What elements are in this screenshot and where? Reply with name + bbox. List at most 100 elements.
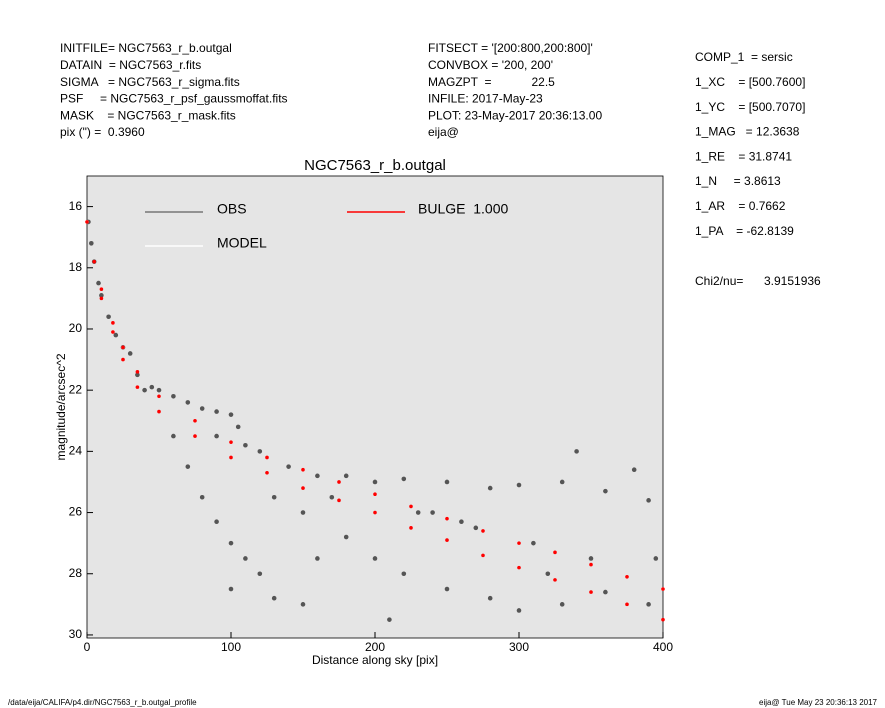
point (271, 494, 277, 500)
point (99, 293, 104, 298)
param-line: 1_AR = 0.7662 (695, 199, 786, 213)
point (315, 473, 320, 479)
point (409, 504, 413, 509)
point (214, 519, 219, 525)
x-axis-label: Distance along sky [pix] (312, 653, 438, 667)
point (99, 287, 104, 292)
point (445, 538, 449, 542)
point (89, 241, 94, 246)
chi-value: 3.9151936 (764, 274, 821, 288)
point (631, 467, 637, 473)
point (661, 587, 665, 591)
header-line: INFILE: 2017-May-23 (428, 92, 543, 106)
point (243, 442, 248, 448)
header-line: PLOT: 23-May-2017 20:36:13.00 (428, 108, 602, 122)
x-tick-label: 100 (221, 640, 241, 654)
point (286, 464, 291, 469)
point (481, 553, 485, 558)
header-line: DATAIN = NGC7563_r.fits (60, 58, 201, 72)
point (545, 571, 551, 577)
point (193, 434, 197, 438)
point (199, 406, 205, 411)
point (559, 479, 565, 485)
param-line: 1_PA = -62.8139 (695, 224, 794, 238)
header-line: FITSECT = '[200:800,200:800]' (428, 41, 593, 55)
legend-label: BULGE 1.000 (418, 201, 508, 217)
point (343, 534, 349, 540)
point (171, 393, 176, 399)
point (487, 595, 493, 601)
point (85, 220, 89, 224)
point (135, 370, 140, 374)
point (214, 409, 219, 414)
point (517, 541, 521, 545)
y-tick-label: 20 (69, 321, 83, 335)
point (373, 510, 377, 515)
point (111, 321, 115, 325)
point (271, 595, 277, 601)
param-line: 1_N = 3.8613 (695, 174, 781, 188)
point (625, 602, 629, 607)
y-tick-label: 24 (69, 444, 83, 458)
param-line: COMP_1 = sersic (695, 50, 793, 64)
chi-label: Chi2/nu= (695, 274, 743, 288)
point (574, 449, 579, 454)
point (373, 492, 377, 496)
point (481, 529, 485, 533)
point (265, 455, 269, 460)
point (372, 556, 378, 561)
y-tick-label: 18 (69, 260, 83, 274)
point (337, 480, 341, 484)
point (156, 387, 162, 393)
point (149, 384, 155, 390)
y-tick-label: 16 (69, 199, 83, 213)
footer-path: /data/eija/CALIFA/p4.dir/NGC7563_r_b.out… (8, 698, 197, 707)
point (142, 387, 147, 393)
x-tick-label: 400 (653, 640, 673, 654)
point (646, 602, 651, 607)
y-tick-label: 30 (69, 627, 83, 641)
header-line: INITFILE= NGC7563_r_b.outgal (60, 41, 232, 55)
point (517, 565, 521, 570)
point (473, 525, 479, 531)
point (228, 412, 234, 417)
point (625, 575, 629, 579)
point (372, 479, 378, 485)
point (387, 617, 392, 622)
header-line: PSF = NGC7563_r_psf_gaussmoffat.fits (60, 92, 288, 106)
header-line: CONVBOX = '200, 200' (428, 58, 553, 72)
param-line: 1_MAG = 12.3638 (695, 125, 800, 139)
x-tick-label: 0 (84, 640, 91, 654)
point (300, 602, 306, 607)
point (265, 470, 269, 475)
point (661, 617, 665, 622)
point (315, 556, 320, 561)
x-tick-label: 300 (509, 640, 529, 654)
point (401, 571, 407, 577)
point (135, 385, 140, 389)
point (257, 571, 263, 577)
point (157, 394, 161, 399)
point (589, 562, 593, 567)
legend-label: MODEL (217, 235, 267, 251)
header-line: SIGMA = NGC7563_r_sigma.fits (60, 75, 240, 89)
plot-area (86, 175, 664, 639)
point (171, 433, 176, 439)
y-tick-label: 22 (69, 382, 83, 396)
point (121, 357, 125, 362)
point (199, 494, 205, 500)
point (185, 400, 191, 405)
point (300, 510, 306, 515)
point (409, 526, 413, 530)
point (553, 550, 557, 555)
y-tick-label: 28 (69, 566, 83, 580)
point (106, 314, 111, 320)
y-axis-label: magnitude/arcsec^2 (54, 353, 68, 460)
point (127, 351, 133, 356)
point (531, 540, 536, 546)
point (603, 488, 608, 494)
point (487, 485, 493, 491)
point (653, 556, 659, 561)
